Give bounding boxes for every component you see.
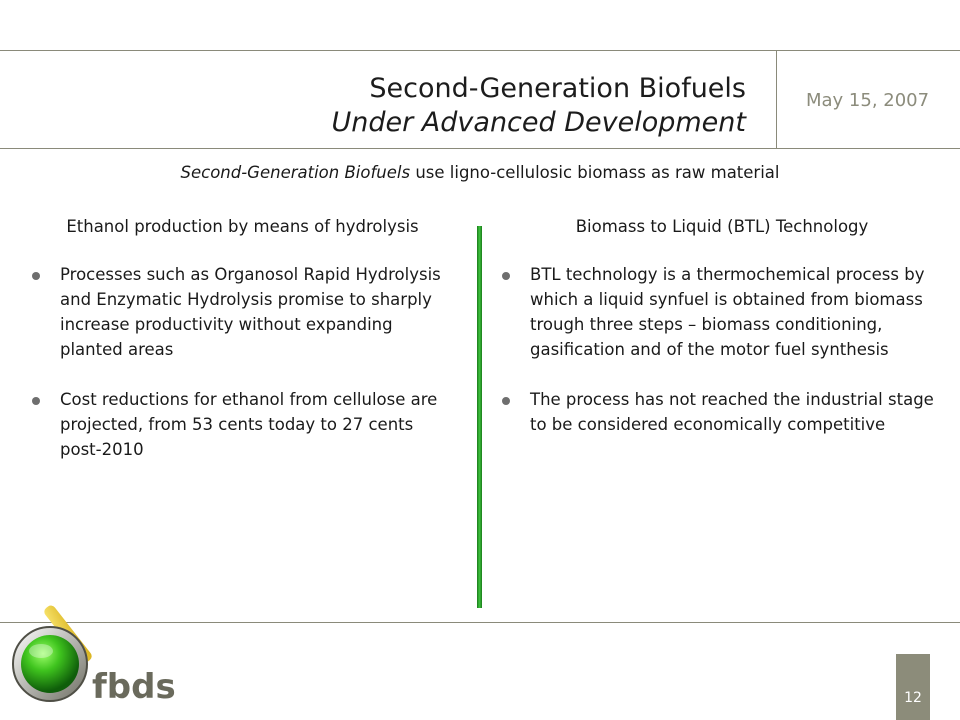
right-column: BTL technology is a thermochemical proce… [500,262,950,462]
bullet-dot-icon [32,397,40,405]
column-divider [477,226,482,608]
title-line2: Under Advanced Development [331,107,747,138]
bullet-dot-icon [32,272,40,280]
top-rule [0,50,960,51]
subtitle-italic: Second-Generation Biofuels [180,163,411,182]
footer-rule [0,622,960,623]
fbds-logo-icon: fbds [12,605,176,707]
page-number: 12 [904,690,922,706]
title-line1: Second-Generation Biofuels [369,73,746,104]
bullet-text: BTL technology is a thermochemical proce… [530,265,925,359]
bullet-dot-icon [502,397,510,405]
bullet-dot-icon [502,272,510,280]
logo-text: fbds [92,667,176,707]
list-item: Processes such as Organosol Rapid Hydrol… [30,262,455,362]
slide-title: Second-Generation Biofuels Under Advance… [332,72,747,140]
list-item: The process has not reached the industri… [500,387,950,437]
list-item: Cost reductions for ethanol from cellulo… [30,387,455,462]
header-divider [776,50,777,148]
bullet-text: Processes such as Organosol Rapid Hydrol… [60,265,441,359]
left-column-heading: Ethanol production by means of hydrolysi… [66,217,419,236]
right-column-heading: Biomass to Liquid (BTL) Technology [575,217,869,236]
bullet-text: Cost reductions for ethanol from cellulo… [60,390,438,459]
page-number-box: 12 [896,654,930,720]
left-column: Processes such as Organosol Rapid Hydrol… [30,262,455,487]
slide-subtitle: Second-Generation Biofuels use ligno-cel… [0,163,960,182]
subtitle-rest: use ligno-cellulosic biomass as raw mate… [415,163,780,182]
list-item: BTL technology is a thermochemical proce… [500,262,950,362]
header-bottom-rule [0,148,960,149]
slide-date: May 15, 2007 [806,90,930,111]
bullet-text: The process has not reached the industri… [530,390,934,434]
